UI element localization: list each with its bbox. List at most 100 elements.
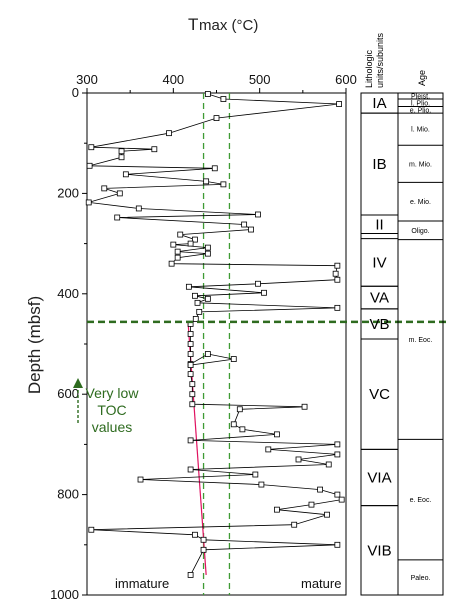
data-point <box>192 315 199 322</box>
age-label: l. Plio. <box>411 100 430 107</box>
data-point <box>166 130 172 137</box>
y-axis-title: Depth (mbsf) <box>25 296 44 394</box>
data-point <box>88 144 95 151</box>
data-point <box>187 572 194 578</box>
data-point <box>192 531 198 538</box>
data-point <box>274 506 280 513</box>
data-point <box>336 101 342 107</box>
unit-label: IV <box>372 254 386 271</box>
data-point <box>334 441 341 448</box>
data-point <box>204 244 211 251</box>
low-toc-label-line3: values <box>92 419 132 435</box>
data-point <box>118 148 125 155</box>
mature-label: mature <box>301 576 341 591</box>
x-tick-label: 300 <box>76 72 98 87</box>
age-label: e. Mio. <box>410 199 431 206</box>
data-point <box>274 431 280 438</box>
data-point <box>213 115 220 121</box>
data-point <box>187 240 194 247</box>
data-point <box>187 341 194 347</box>
data-point <box>334 262 341 269</box>
data-point <box>189 401 196 408</box>
data-point <box>255 280 261 287</box>
data-point <box>204 295 211 302</box>
data-point <box>187 466 194 473</box>
data-point <box>170 241 177 248</box>
age-label: e. Eoc. <box>410 497 432 504</box>
low-toc-label-line1: Very low <box>86 385 140 401</box>
data-point <box>85 199 92 206</box>
y-tick-label: 200 <box>57 185 79 200</box>
data-point <box>252 471 259 478</box>
data-point <box>187 331 194 337</box>
data-point <box>114 214 121 221</box>
units-header-line1: Lithologic <box>364 49 374 88</box>
data-point <box>230 421 237 428</box>
data-point <box>174 254 181 261</box>
data-point <box>258 481 265 488</box>
data-point <box>200 536 207 543</box>
data-point <box>230 356 237 362</box>
y-tick-label: 0 <box>72 85 79 100</box>
data-point <box>248 226 254 233</box>
data-point <box>261 289 267 296</box>
data-point <box>116 190 123 197</box>
data-point <box>137 476 144 483</box>
data-point <box>168 260 175 267</box>
data-point <box>241 221 248 228</box>
data-point <box>196 308 203 315</box>
age-label: Pleist. <box>411 94 430 101</box>
data-point <box>334 304 341 311</box>
y-tick-label: 400 <box>57 286 79 301</box>
unit-label: IA <box>372 95 386 112</box>
data-point <box>187 351 194 357</box>
data-point <box>204 91 211 97</box>
data-point <box>334 276 341 283</box>
data-point <box>177 231 184 238</box>
age-label: m. Mio. <box>409 161 432 168</box>
data-point <box>301 403 308 410</box>
data-point <box>334 541 341 548</box>
low-toc-label-line2: TOC <box>97 402 126 418</box>
data-point <box>324 511 330 518</box>
data-point <box>86 162 93 169</box>
x-tick-label: 600 <box>335 72 357 87</box>
unit-label: VB <box>369 316 389 333</box>
data-point <box>101 185 108 192</box>
data-point <box>151 146 158 153</box>
x-tick-label: 400 <box>162 72 184 87</box>
data-point <box>204 250 211 257</box>
immature-label: immature <box>115 576 169 591</box>
data-point <box>122 171 129 178</box>
data-point <box>187 371 194 378</box>
data-point <box>325 461 332 468</box>
data-point <box>194 299 201 306</box>
data-point <box>255 211 261 218</box>
x-axis-title: max (°C) <box>199 17 258 34</box>
data-point <box>332 270 339 277</box>
x-axis-title-prefix: T <box>188 15 198 34</box>
unit-label: IB <box>372 156 386 173</box>
y-tick-label: 1000 <box>50 587 79 602</box>
unit-label: VIA <box>367 470 391 487</box>
age-label: m. Eoc. <box>409 337 433 344</box>
data-point <box>185 283 192 290</box>
unit-label: VC <box>369 386 390 403</box>
data-point <box>236 406 243 413</box>
data-point <box>338 496 345 503</box>
x-tick-label: 500 <box>249 72 271 87</box>
data-point <box>291 521 298 528</box>
age-label: l. Mio. <box>411 127 430 134</box>
data-point <box>220 181 227 188</box>
unit-label: VIB <box>367 542 391 559</box>
data-point <box>187 362 194 368</box>
data-point <box>308 501 315 508</box>
age-label: Paleo. <box>411 575 431 582</box>
data-point <box>317 486 324 493</box>
data-point <box>189 391 196 398</box>
data-point <box>295 456 302 463</box>
data-point <box>334 451 341 458</box>
data-point <box>220 96 227 102</box>
low-toc-arrow-head <box>73 378 83 388</box>
data-point <box>118 154 125 161</box>
